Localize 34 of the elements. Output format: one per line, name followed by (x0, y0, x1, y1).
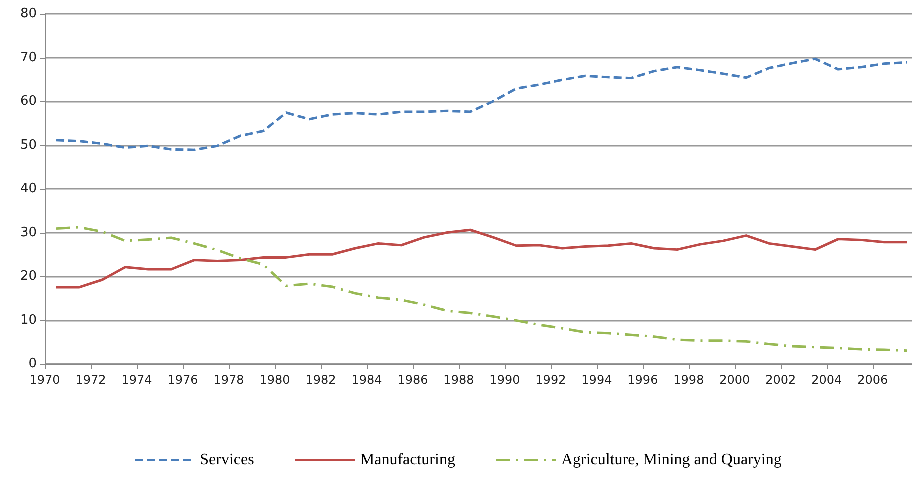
x-tick-label: 1990 (490, 373, 520, 387)
x-tick-label: 2006 (858, 373, 888, 387)
x-tick-label: 1984 (352, 373, 382, 387)
y-tick-label: 30 (20, 225, 37, 240)
x-tick-label: 1996 (628, 373, 658, 387)
x-tick-label: 2002 (766, 373, 796, 387)
x-tick-label: 1970 (30, 373, 60, 387)
y-tick-label: 10 (20, 312, 37, 328)
x-tick-label: 1986 (398, 373, 428, 387)
y-tick-label: 0 (28, 356, 37, 372)
x-tick-label: 1998 (674, 373, 704, 387)
x-tick-label: 1980 (260, 373, 290, 387)
line-series (55, 58, 909, 152)
x-tick-label: 1988 (444, 373, 474, 387)
y-tick-label: 60 (20, 94, 37, 109)
x-tick-label: 1982 (306, 373, 336, 387)
x-tick-label: 1992 (536, 373, 566, 387)
x-tick-label: 1976 (168, 373, 198, 387)
legend-label: Manufacturing (360, 452, 456, 468)
legend-label: Services (200, 452, 254, 468)
y-tick-label: 50 (20, 138, 37, 153)
line-series (55, 228, 909, 289)
y-tick-label: 40 (20, 182, 37, 196)
legend-label: Agriculture, Mining and Quarying (561, 452, 782, 468)
x-tick-label: 2004 (812, 373, 842, 387)
y-tick-label: 80 (20, 6, 37, 22)
line-series (55, 226, 909, 352)
x-tick-label: 1994 (582, 373, 612, 387)
x-tick-label: 1974 (122, 373, 152, 387)
x-tick-label: 1972 (76, 373, 106, 387)
y-tick-label: 20 (20, 269, 37, 284)
x-tick-label: 2000 (720, 373, 750, 387)
y-tick-label: 70 (20, 50, 37, 66)
x-tick-label: 1978 (214, 373, 244, 387)
